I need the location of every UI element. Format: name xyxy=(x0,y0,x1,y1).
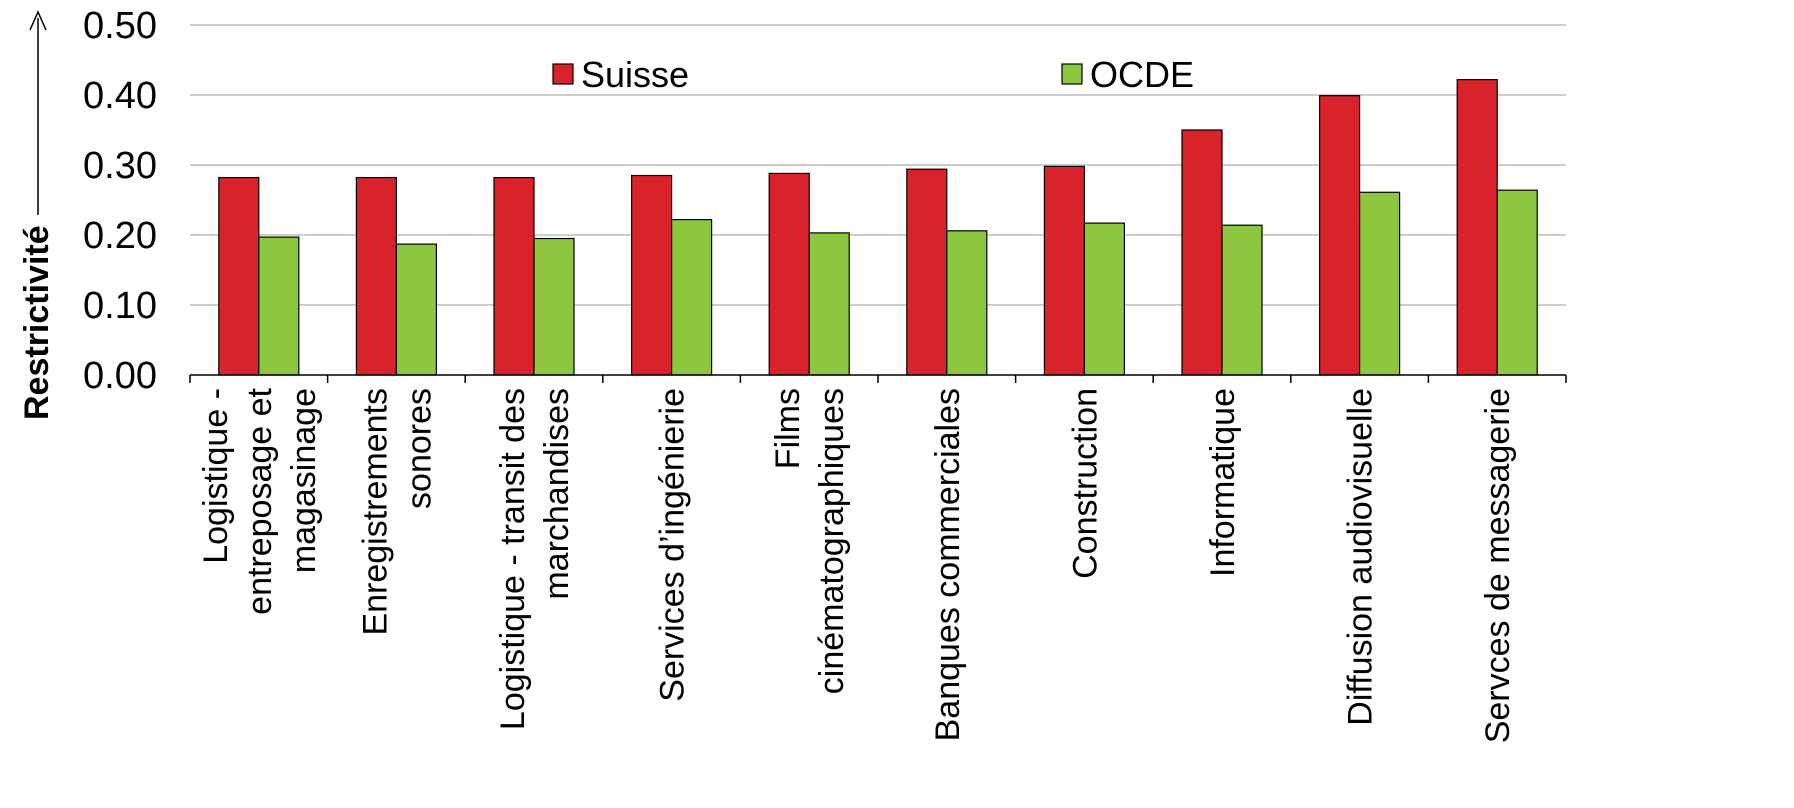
category-label: Enregistrements xyxy=(356,388,394,636)
bar-ocde xyxy=(946,230,988,376)
bar-suisse xyxy=(1318,95,1361,376)
category-label: Servces de messagerie xyxy=(1479,388,1517,743)
bar-ocde xyxy=(395,243,437,376)
y-tick-label: 0.20 xyxy=(83,215,157,257)
category-label: marchandises xyxy=(538,388,576,600)
bar-suisse xyxy=(630,174,673,376)
bar-suisse xyxy=(1456,78,1498,376)
legend-label-suisse: Suisse xyxy=(581,54,689,95)
bar-ocde xyxy=(670,219,713,376)
category-label: cinématographiques xyxy=(813,388,851,694)
category-label: Diffusion audiovisuelle xyxy=(1342,388,1380,726)
category-label: magasinage xyxy=(285,388,323,573)
y-axis-title: Restrictivité xyxy=(18,10,56,420)
bar-suisse xyxy=(1181,129,1223,376)
bar-ocde xyxy=(1083,222,1126,376)
bar-suisse xyxy=(493,177,535,376)
y-tick-label: 0.50 xyxy=(83,5,157,47)
legend-swatch-ocde xyxy=(1061,63,1083,85)
bar-ocde xyxy=(533,237,575,376)
category-label: entreposage et xyxy=(241,387,279,614)
y-tick-label: 0.00 xyxy=(83,355,157,397)
category-label: Services d’ingénierie xyxy=(654,388,692,702)
bar-ocde xyxy=(1358,191,1401,376)
y-tick-label: 0.40 xyxy=(83,75,157,117)
category-label: Films xyxy=(769,388,807,469)
axes xyxy=(189,374,1567,383)
category-label: Construction xyxy=(1066,388,1104,579)
bar-suisse xyxy=(218,177,260,376)
y-tick-label: 0.30 xyxy=(83,145,157,187)
category-label: Logistique - xyxy=(197,388,235,564)
y-tick-label: 0.10 xyxy=(83,285,157,327)
bar-ocde xyxy=(1496,189,1538,376)
bar-suisse xyxy=(1043,165,1086,376)
legend: Suisse OCDE xyxy=(552,54,1194,95)
bar-ocde xyxy=(258,236,300,376)
bar-suisse xyxy=(355,177,397,376)
y-axis-label: Restrictivité xyxy=(18,225,56,420)
bar-suisse xyxy=(768,172,810,376)
category-labels: Logistique - entreposage et magasinage Enre… xyxy=(197,387,1517,743)
bar-ocde xyxy=(1221,224,1263,376)
category-label: sonores xyxy=(400,388,438,509)
category-label: Logistique - transit des xyxy=(494,388,532,730)
y-axis-arrow-head xyxy=(29,10,47,31)
y-tick-labels: 0.00 0.10 0.20 0.30 0.40 0.50 xyxy=(83,5,157,397)
legend-label-ocde: OCDE xyxy=(1090,54,1194,95)
legend-swatch-suisse xyxy=(552,63,574,85)
bars xyxy=(218,78,1538,376)
category-label: Informatique xyxy=(1204,388,1242,577)
bar-ocde xyxy=(808,232,850,376)
bar-suisse xyxy=(906,168,948,376)
category-label: Banques commerciales xyxy=(929,388,967,741)
